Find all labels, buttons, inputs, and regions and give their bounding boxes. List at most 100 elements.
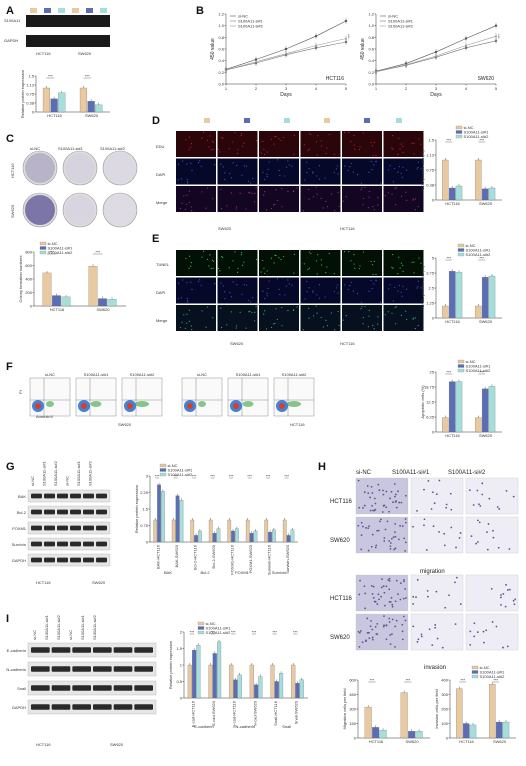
- cell-dot: [395, 579, 398, 582]
- cell-dot: [265, 209, 268, 211]
- cell-dot: [308, 267, 310, 269]
- cell-dot: [362, 525, 364, 528]
- cell-dot: [217, 148, 220, 151]
- flow-population: [287, 401, 301, 407]
- microscopy-image: [176, 250, 216, 276]
- y-tick-label: 0.2: [368, 70, 374, 75]
- blot-band: [96, 541, 107, 547]
- transwell-image: [465, 516, 519, 554]
- y-tick-label: 5: [432, 255, 435, 260]
- significance-label: ***: [85, 74, 90, 79]
- cell-dot: [337, 292, 339, 294]
- cell-dot: [393, 483, 396, 485]
- cell-dot: [478, 503, 480, 506]
- panel-g-western-blot: BAK Bcl-2 FOXM1 Survivin GAPDH: [12, 489, 111, 567]
- flow-population: [279, 403, 285, 409]
- cell-dot: [414, 317, 416, 319]
- x-tick-label: 5: [345, 86, 348, 91]
- cell-dot: [402, 145, 404, 148]
- cell-dot: [224, 291, 226, 293]
- cell-dot: [312, 172, 314, 174]
- microscopy-image: [342, 277, 382, 304]
- category-label: SW620: [493, 739, 507, 744]
- microscopy-image: [300, 186, 341, 212]
- blot-band: [72, 704, 91, 710]
- cell-dot: [362, 506, 364, 509]
- cell-dot: [386, 520, 389, 523]
- bar: [455, 185, 463, 201]
- cell-dot: [263, 272, 266, 275]
- cell-dot: [363, 585, 366, 588]
- x-tick-label: 1: [225, 86, 228, 91]
- cell-dot: [245, 208, 247, 210]
- blot-band: [96, 525, 107, 531]
- cell-dot: [190, 325, 192, 327]
- cell-dot: [262, 171, 264, 173]
- cell-dot: [434, 626, 437, 629]
- cell-dot: [363, 504, 366, 507]
- cell-dot: [188, 309, 190, 311]
- cell-dot: [398, 165, 400, 168]
- category-label: FOXM1-HCT116: [229, 544, 234, 574]
- cell-dot: [202, 250, 205, 253]
- cell-dot: [206, 306, 209, 308]
- row-label: DAPI: [156, 172, 165, 177]
- cell-dot: [206, 258, 209, 260]
- lane-label: si-NC: [32, 630, 37, 640]
- cell-dot: [251, 311, 253, 314]
- cell-dot: [458, 537, 461, 539]
- cell-dot: [357, 630, 360, 633]
- cell-dot: [200, 165, 202, 167]
- legend-label: S100A11-si#1: [388, 19, 414, 24]
- cell-dot: [214, 283, 216, 285]
- cell-dot: [287, 310, 289, 312]
- cell-dot: [308, 287, 310, 289]
- lane-label: S100A11-si#2: [92, 614, 97, 640]
- cell-dot: [372, 324, 374, 327]
- lane-label: si-NC: [65, 476, 70, 486]
- cell-dot: [338, 205, 340, 208]
- legend-label: si-NC: [168, 463, 178, 468]
- cell-dot: [390, 490, 393, 493]
- cell-dot: [486, 531, 488, 534]
- cell-dot: [375, 161, 377, 163]
- group-label: FOXM1: [235, 570, 250, 575]
- cell-dot: [490, 587, 493, 590]
- bar: [175, 495, 180, 543]
- cell-dot: [377, 316, 379, 318]
- cell-dot: [417, 161, 419, 163]
- cell-dot: [316, 154, 318, 156]
- cell-dot: [253, 201, 256, 203]
- cell-dot: [279, 294, 281, 296]
- y-tick-label: 0: [180, 695, 183, 700]
- cell-dot: [476, 541, 479, 543]
- cell-dot: [273, 143, 275, 145]
- cell-dot: [360, 301, 363, 303]
- y-tick-label: 450: [349, 692, 356, 697]
- cell-dot: [375, 273, 377, 276]
- bar: [208, 519, 213, 543]
- category-label: BAK-SW620: [174, 544, 179, 567]
- cell-dot: [306, 291, 308, 293]
- cell-dot: [371, 593, 374, 595]
- panel-i-bar-chart: 0 0.5 1 1.5 2 Relative protein expression *** E…: [168, 621, 308, 729]
- cell-dot: [343, 131, 346, 134]
- cell-dot: [344, 284, 346, 286]
- cell-dot: [334, 329, 336, 331]
- lane-label: S100A11-si#1: [44, 614, 49, 640]
- legend-label: si-NC: [466, 359, 476, 364]
- cell-dot: [333, 272, 335, 275]
- cell-dot: [397, 154, 399, 156]
- data-point: [374, 70, 378, 73]
- transwell-image: [465, 477, 519, 515]
- cell-dot: [353, 263, 355, 265]
- cell-dot: [270, 138, 273, 140]
- cell-dot: [191, 209, 193, 212]
- cell-dot: [236, 325, 238, 327]
- cell-dot: [370, 279, 372, 282]
- bar: [286, 535, 291, 543]
- x-tick-label: 3: [285, 86, 288, 91]
- cell-dot: [308, 307, 310, 310]
- cell-dot: [387, 192, 389, 194]
- cell-dot: [237, 267, 239, 270]
